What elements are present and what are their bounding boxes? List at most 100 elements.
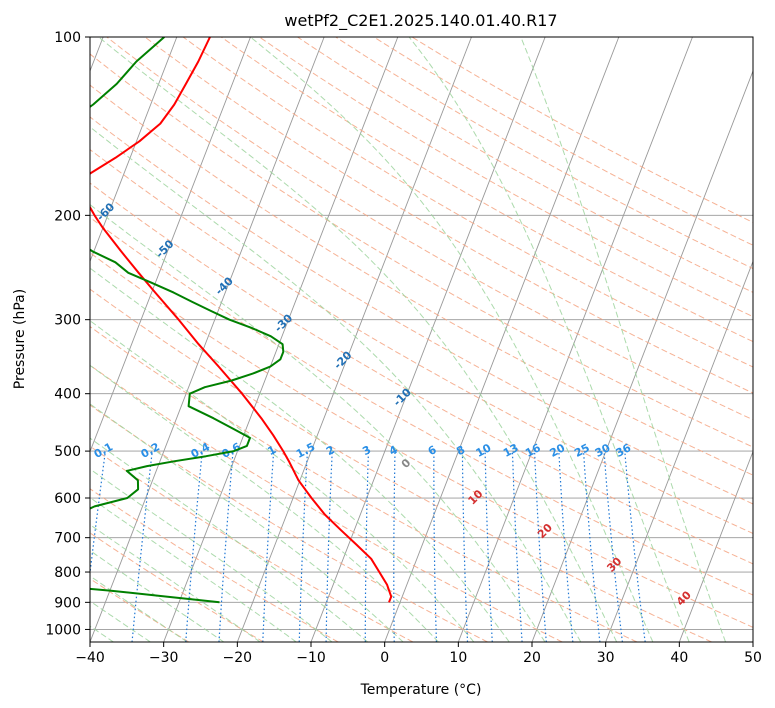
mixing-ratio-line	[393, 451, 396, 642]
x-tick-label: −40	[75, 650, 105, 666]
isotherm-line	[531, 69, 753, 642]
dry-adiabat-line	[411, 37, 753, 223]
moist-adiabat-line	[90, 267, 510, 642]
dewpoint-series-line	[90, 37, 285, 604]
x-tick-label: −10	[296, 650, 326, 666]
isotherm-line	[163, 37, 399, 642]
dry-adiabat-line	[259, 37, 753, 318]
mixing-ratio-label: 13	[501, 441, 521, 460]
x-axis-title: Temperature (°C)	[360, 682, 482, 698]
moist-adiabat-line	[250, 37, 654, 642]
moist-adiabat-line	[90, 364, 439, 642]
x-tick-label: 40	[670, 650, 688, 666]
dry-adiabat-line	[90, 364, 563, 642]
x-tick-label: 30	[597, 650, 615, 666]
dry-adiabat-line	[90, 116, 753, 505]
y-tick-label: 500	[54, 444, 81, 460]
moist-adiabat-line	[90, 403, 404, 642]
dry-adiabat-line	[90, 325, 638, 642]
isotherm-line	[90, 37, 178, 263]
mixing-ratio-line	[624, 451, 646, 642]
mixing-ratio-label: 0.1	[92, 440, 115, 461]
x-tick-label: 0	[380, 650, 389, 666]
moist-adiabat-line	[98, 37, 618, 642]
y-tick-label: 600	[54, 491, 81, 507]
moist-adiabat-label: 40	[674, 588, 694, 608]
mixing-ratio-label: 25	[572, 441, 592, 460]
dry-adiabat-line	[90, 578, 190, 642]
y-tick-label: 700	[54, 531, 81, 547]
y-axis-title: Pressure (hPa)	[12, 289, 28, 389]
isotherm-line	[678, 450, 753, 642]
y-tick-label: 900	[54, 595, 81, 611]
mixing-ratio-line	[262, 451, 275, 642]
isotherm-line	[236, 37, 472, 642]
mixing-ratio-line	[582, 451, 601, 642]
mixing-ratio-line	[433, 451, 437, 642]
mixing-ratio-line	[325, 451, 333, 642]
isotherm-line	[457, 37, 693, 642]
dry-adiabat-line	[90, 53, 753, 448]
mixing-ratio-line	[484, 451, 493, 642]
dry-adiabat-label: -10	[391, 386, 414, 409]
moist-adiabat-line	[90, 496, 297, 642]
dry-adiabat-line	[106, 37, 753, 421]
dry-adiabat-label: -30	[272, 311, 295, 334]
moist-adiabat-line	[90, 437, 369, 642]
mixing-ratio-line	[185, 451, 203, 642]
dry-adiabat-line	[90, 445, 414, 642]
dry-adiabat-line	[90, 252, 753, 628]
y-tick-label: 1000	[45, 622, 81, 638]
mixing-ratio-label: 0.6	[220, 440, 244, 461]
chart-title: wetPf2_C2E1.2025.140.01.40.R17	[284, 11, 557, 31]
moist-adiabat-line	[90, 468, 333, 642]
x-tick-label: −20	[223, 650, 253, 666]
dry-adiabat-line	[220, 37, 753, 343]
dry-adiabat-line	[144, 37, 753, 394]
dry-adiabat-label: -40	[213, 274, 236, 297]
moist-adiabat-line	[90, 204, 546, 642]
mixing-ratio-line	[90, 451, 106, 578]
moist-adiabat-line	[520, 37, 727, 642]
x-tick-label: 10	[449, 650, 467, 666]
x-tick-label: −30	[149, 650, 179, 666]
plot-frame	[89, 36, 754, 643]
mixing-ratio-label: 16	[523, 441, 543, 460]
mixing-ratio-label: 3	[360, 443, 373, 458]
moist-adiabat-label: 10	[466, 487, 486, 507]
isotherm-line	[752, 640, 753, 642]
y-tick-label: 400	[54, 387, 81, 403]
mixing-ratio-line	[461, 451, 469, 642]
mixing-ratio-line	[131, 451, 153, 642]
dry-adiabat-line	[90, 182, 753, 565]
moist-adiabat-line	[90, 320, 475, 642]
dry-adiabat-label: -70	[35, 163, 58, 186]
dry-adiabat-line	[90, 532, 264, 642]
isotherm-line	[90, 37, 325, 642]
isotherm-line	[384, 37, 620, 642]
moist-adiabat-line	[90, 524, 261, 642]
dry-adiabat-label: -50	[153, 237, 176, 260]
moist-adiabat-line	[408, 37, 690, 642]
dry-adiabat-line	[90, 404, 488, 642]
mixing-ratio-label: 6	[426, 443, 439, 458]
mixing-ratio-label: 2	[324, 443, 337, 458]
mixing-ratio-line	[558, 451, 574, 642]
dry-adiabat-line	[90, 488, 339, 642]
dry-adiabat-line	[90, 149, 753, 535]
y-tick-label: 200	[54, 208, 81, 224]
dry-adiabat-line	[297, 37, 753, 293]
isotherm-line	[90, 37, 251, 453]
mixing-ratio-label: 20	[548, 441, 568, 460]
mixing-ratio-label: 30	[593, 441, 613, 460]
moist-adiabat-line	[90, 549, 225, 642]
y-tick-label: 300	[54, 313, 81, 329]
y-tick-label: 800	[54, 565, 81, 581]
moist-adiabat-line	[90, 126, 582, 642]
mixing-ratio-label: 0.2	[139, 440, 162, 461]
mixing-ratio-line	[603, 451, 623, 642]
mixing-ratio-label: 10	[474, 441, 494, 460]
dry-adiabat-line	[182, 37, 753, 368]
x-tick-label: 20	[523, 650, 541, 666]
